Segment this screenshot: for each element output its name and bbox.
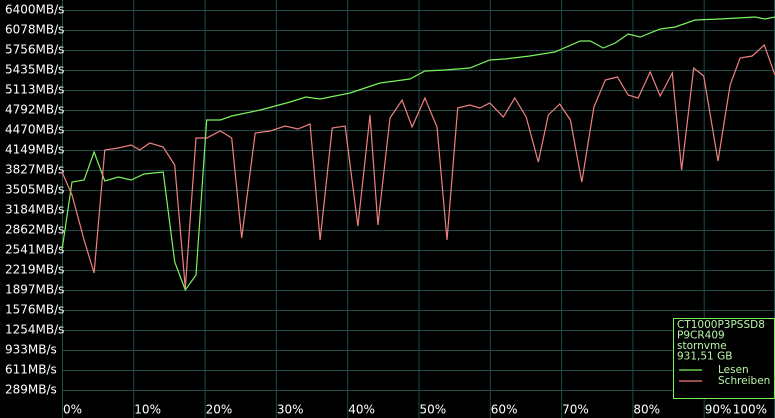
y-tick-label: 611MB/s [5, 363, 57, 377]
y-tick-label: 1254MB/s [5, 323, 64, 337]
x-tick-label: 60% [491, 403, 518, 417]
y-tick-label: 4149MB/s [5, 142, 64, 156]
legend-label: Schreiben [718, 375, 770, 387]
y-tick-label: 1897MB/s [5, 283, 64, 297]
y-tick-label: 1576MB/s [5, 302, 64, 316]
y-tick-label: 2219MB/s [5, 263, 64, 277]
y-tick-label: 5756MB/s [5, 43, 64, 57]
legend-info: stornvme [677, 340, 727, 352]
legend-info: CT1000P3PSSD8 [677, 319, 765, 331]
y-tick-label: 5113MB/s [5, 83, 64, 97]
x-tick-label: 10% [134, 403, 161, 417]
legend-box [673, 318, 775, 399]
legend-info: P9CR409 [677, 330, 725, 342]
y-tick-label: 3827MB/s [5, 163, 64, 177]
x-tick-label: 100% [733, 403, 767, 417]
y-tick-label: 4470MB/s [5, 123, 64, 137]
y-tick-label: 3505MB/s [5, 183, 64, 197]
x-tick-label: 0% [63, 403, 82, 417]
x-tick-label: 40% [348, 403, 375, 417]
series-line [61, 43, 775, 289]
x-tick-label: 70% [562, 403, 589, 417]
axis-labels: 6400MB/s 6078MB/s 5756MB/s 5435MB/s 5113MB/s… [5, 3, 767, 417]
series-line [61, 16, 775, 292]
plot [61, 16, 775, 292]
legend-label: Lesen [718, 364, 749, 376]
x-tick-label: 30% [277, 403, 304, 417]
x-tick-label: 80% [633, 403, 660, 417]
y-tick-label: 4792MB/s [5, 102, 64, 116]
x-tick-label: 50% [420, 403, 447, 417]
y-tick-label: 6400MB/s [5, 3, 64, 17]
y-tick-label: 933MB/s [5, 342, 57, 356]
y-tick-label: 5435MB/s [5, 63, 64, 77]
y-tick-label: 2541MB/s [5, 242, 64, 256]
y-tick-label: 289MB/s [5, 383, 57, 397]
y-tick-label: 6078MB/s [5, 23, 64, 37]
y-tick-label: 3184MB/s [5, 202, 64, 216]
x-tick-label: 90% [705, 403, 732, 417]
x-tick-label: 20% [206, 403, 233, 417]
legend-info: 931,51 GB [677, 351, 732, 363]
y-tick-label: 2862MB/s [5, 223, 64, 237]
